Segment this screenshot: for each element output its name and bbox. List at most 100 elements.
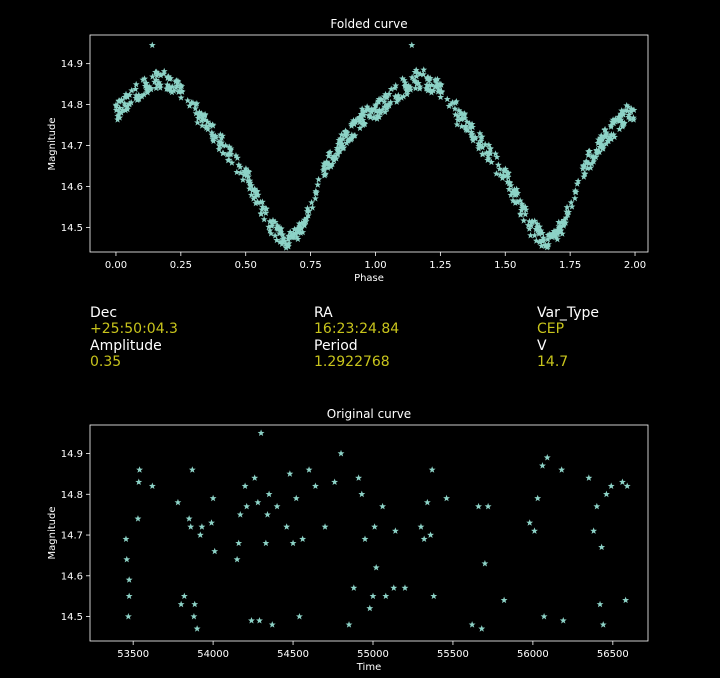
data-point xyxy=(625,111,633,119)
data-point xyxy=(276,229,283,237)
data-point xyxy=(320,163,328,170)
data-point xyxy=(525,225,533,232)
data-point xyxy=(157,81,164,88)
data-point xyxy=(188,466,196,473)
folded-curve-y-ticks: 14.5 14.6 14.7 14.8 14.9 xyxy=(61,59,90,234)
data-point xyxy=(245,168,253,176)
data-point xyxy=(333,146,341,154)
data-point xyxy=(141,82,149,89)
data-point xyxy=(356,118,364,126)
data-point xyxy=(175,88,183,96)
data-point xyxy=(414,69,422,76)
data-point xyxy=(564,211,572,218)
data-point xyxy=(370,114,378,121)
data-point xyxy=(266,227,274,234)
data-point xyxy=(335,136,343,144)
data-point xyxy=(461,110,469,117)
data-point xyxy=(227,150,235,158)
data-point xyxy=(585,474,593,481)
data-point xyxy=(432,83,440,90)
data-point xyxy=(336,147,344,155)
info-ra: RA 16:23:24.84 xyxy=(314,305,399,337)
data-point xyxy=(580,163,588,171)
data-point xyxy=(620,120,628,128)
data-point xyxy=(254,498,262,506)
data-point xyxy=(209,494,217,502)
data-point xyxy=(212,134,220,141)
data-point xyxy=(170,87,178,94)
data-point xyxy=(148,41,156,49)
original-curve-title: Original curve xyxy=(327,407,411,421)
data-point xyxy=(504,173,512,181)
data-point xyxy=(385,100,393,108)
info-ra-value: 16:23:24.84 xyxy=(314,321,400,337)
data-point xyxy=(274,222,282,229)
data-point xyxy=(235,161,243,168)
data-point xyxy=(287,232,295,239)
data-point xyxy=(531,527,538,534)
y-tick-label: 14.8 xyxy=(61,100,83,111)
data-point xyxy=(500,171,508,179)
data-point xyxy=(367,113,374,121)
original-curve-y-ticks: 14.5 14.6 14.7 14.8 14.9 xyxy=(61,449,90,623)
data-point xyxy=(209,121,216,128)
data-point xyxy=(423,81,431,88)
data-point xyxy=(596,143,604,151)
data-point xyxy=(398,94,405,101)
data-point xyxy=(164,74,172,81)
data-point xyxy=(319,166,327,174)
data-point xyxy=(419,70,427,78)
data-point xyxy=(321,523,329,530)
data-point xyxy=(508,188,516,196)
data-point xyxy=(305,466,313,473)
data-point xyxy=(619,108,627,115)
data-point xyxy=(243,502,251,510)
x-tick-label: 0.25 xyxy=(170,260,192,271)
data-point xyxy=(294,229,302,236)
data-point xyxy=(535,230,543,237)
data-point xyxy=(378,106,386,113)
data-point xyxy=(177,600,185,608)
data-point xyxy=(425,77,433,84)
data-point xyxy=(142,80,150,87)
data-point xyxy=(485,148,493,156)
data-point xyxy=(266,217,274,225)
data-point xyxy=(320,171,328,178)
data-point xyxy=(412,77,420,85)
data-point xyxy=(225,156,233,163)
data-point xyxy=(204,118,211,125)
data-point xyxy=(218,139,225,146)
folded-curve-x-ticks: 0.00 0.25 0.50 0.75 1.00 1.25 1.50 1.75 2.00 xyxy=(105,252,646,271)
data-point xyxy=(467,128,475,136)
data-point xyxy=(286,470,294,477)
data-point xyxy=(320,165,328,172)
data-point xyxy=(251,193,259,200)
data-point xyxy=(472,135,479,142)
data-point xyxy=(616,125,623,133)
data-point xyxy=(201,116,209,124)
data-point xyxy=(248,617,255,624)
data-point xyxy=(413,80,421,87)
data-point xyxy=(611,118,619,125)
data-point xyxy=(121,93,129,101)
folded-curve-ylabel: Magnitude xyxy=(47,118,58,171)
data-point xyxy=(357,110,365,118)
data-point xyxy=(604,137,612,144)
data-point xyxy=(469,123,476,131)
data-point xyxy=(260,215,268,223)
data-point xyxy=(435,85,443,93)
data-point xyxy=(293,233,301,241)
data-point xyxy=(521,203,529,210)
data-point xyxy=(166,75,173,82)
data-point xyxy=(408,41,416,49)
data-point xyxy=(391,527,399,534)
data-point xyxy=(267,230,275,237)
data-point xyxy=(584,164,591,172)
x-tick-label: 56000 xyxy=(517,649,549,660)
x-tick-label: 53500 xyxy=(117,649,149,660)
data-point xyxy=(580,170,588,177)
data-point xyxy=(502,172,510,179)
original-curve-frame xyxy=(89,424,649,642)
data-point xyxy=(265,223,273,230)
data-point xyxy=(338,140,346,147)
